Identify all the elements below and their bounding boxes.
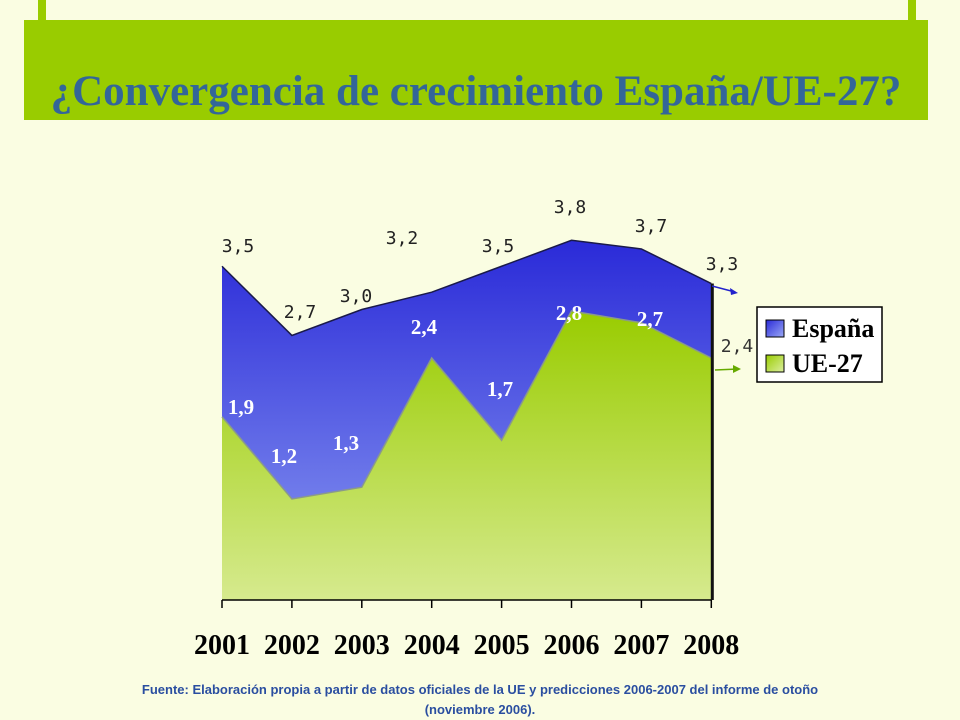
label-ue27-2008: 2,4 — [721, 336, 754, 357]
legend-item-espana-label: España — [792, 314, 874, 343]
title-bar: ¿Convergencia de crecimiento España/UE-2… — [24, 20, 928, 120]
line-espana — [221, 239, 712, 337]
label-espana-2006: 3,8 — [554, 197, 587, 218]
label-ue27-2003: 1,3 — [333, 431, 359, 455]
frame-right-accent — [908, 0, 916, 20]
x-tick-label-2003: 2003 — [334, 630, 390, 661]
x-tick-label-2006: 2006 — [544, 630, 600, 661]
line-ue27 — [221, 310, 712, 500]
area-ue27 — [222, 311, 712, 600]
label-espana-2005: 3,5 — [482, 236, 515, 257]
frame-left-accent — [38, 0, 46, 20]
x-tick-label-2007: 2007 — [613, 630, 669, 661]
source-line-2: (noviembre 2006). — [424, 702, 536, 717]
source-note: Fuente: Elaboración propia a partir de d… — [20, 680, 940, 720]
label-ue27-2001: 1,9 — [228, 395, 254, 419]
label-ue27-2007: 2,7 — [637, 307, 663, 331]
label-espana-2007: 3,7 — [635, 216, 668, 237]
legend-item-ue27-swatch — [765, 354, 785, 373]
legend-item-ue27-label: UE-27 — [792, 349, 863, 378]
label-espana-2002: 2,7 — [284, 302, 317, 323]
x-tick-label-2004: 2004 — [404, 630, 460, 661]
x-tick-label-2002: 2002 — [264, 630, 320, 661]
legend-item-espana-swatch — [765, 319, 785, 338]
leader-ue27-arrowhead — [733, 365, 741, 373]
x-tick-label-2001: 2001 — [194, 630, 250, 661]
label-ue27-2002: 1,2 — [271, 444, 297, 468]
label-ue27-2004: 2,4 — [411, 315, 438, 339]
x-tick-label-2008: 2008 — [683, 630, 739, 661]
page-title: ¿Convergencia de crecimiento España/UE-2… — [50, 68, 902, 115]
label-espana-2008: 3,3 — [706, 254, 739, 275]
source-line-1: Fuente: Elaboración propia a partir de d… — [141, 682, 819, 697]
label-ue27-2006: 2,8 — [556, 301, 582, 325]
label-espana-2004: 3,2 — [386, 228, 419, 249]
label-espana-2001: 3,5 — [222, 236, 255, 257]
x-tick-label-2005: 2005 — [474, 630, 530, 661]
leader-espana-arrowhead — [730, 288, 738, 295]
label-espana-2003: 3,0 — [340, 286, 373, 307]
label-ue27-2005: 1,7 — [487, 377, 513, 401]
